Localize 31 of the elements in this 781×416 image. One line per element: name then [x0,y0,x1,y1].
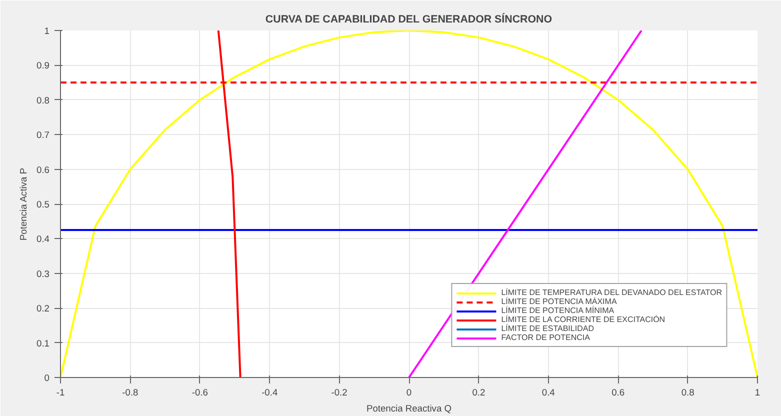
legend-label: FACTOR DE POTENCIA [501,333,590,342]
x-tick-label: 0.2 [472,388,486,398]
y-tick-label: 0.9 [36,60,50,71]
x-tick-label: 1 [754,388,760,398]
y-tick-label: 0.5 [36,200,50,210]
x-axis-title: Potencia Reactiva Q [366,404,452,414]
y-tick-label: 0.3 [36,268,50,279]
x-tick-label: 0.6 [612,388,625,398]
x-tick-label: -1 [56,388,65,398]
y-tick-label: 1 [44,26,50,36]
legend-label: LÍMITE DE LA CORRIENTE DE EXCITACIÓN [501,315,666,324]
x-tick-label: 0.4 [542,388,555,398]
chart-title: CURVA DE CAPABILIDAD DEL GENERADOR SÍNCRONO [265,12,552,26]
y-tick-label: 0 [44,373,50,383]
legend-label: LÍMITE DE POTENCIA MÁXIMA [501,297,617,306]
x-tick-label: 0.8 [681,388,694,398]
legend-label: LÍMITE DE TEMPERATURA DEL DEVANADO DEL ESTATOR [501,288,722,297]
x-tick-label: 0 [406,388,412,398]
y-tick-label: 0.1 [36,338,50,348]
y-axis-title: Potencia Activa P [18,168,29,241]
y-tick-label: 0.2 [36,304,50,314]
y-tick-label: 0.6 [36,164,50,175]
x-tick-label: -0.8 [122,388,138,398]
x-tick-label: -0.2 [331,388,348,398]
x-tick-label: -0.6 [192,388,208,398]
legend-label: LÍMITE DE POTENCIA MÍNIMA [501,306,614,315]
x-tick-label: -0.4 [262,388,278,398]
y-tick-label: 0.8 [36,95,50,106]
legend-label: LÍMITE DE ESTABILIDAD [501,324,594,333]
y-tick-label: 0.7 [36,130,50,140]
y-tick-label: 0.4 [36,234,50,244]
